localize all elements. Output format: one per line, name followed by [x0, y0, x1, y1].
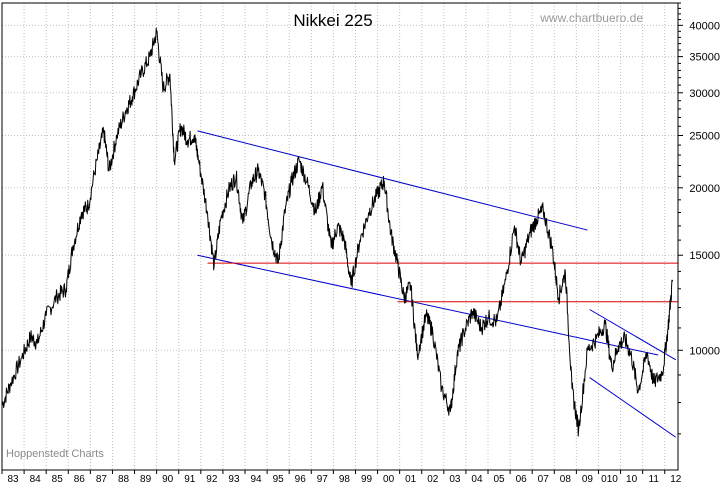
x-tick-label: 12 [670, 474, 682, 485]
x-tick-label: 11 [649, 474, 660, 485]
chart-title: Nikkei 225 [293, 11, 372, 30]
x-tick-label: 94 [250, 474, 262, 485]
x-tick-label: 00 [383, 474, 395, 485]
x-tick-label: 92 [206, 474, 218, 485]
x-tick-label: 90 [162, 474, 174, 485]
x-tick-label: 01 [405, 474, 417, 485]
y-tick-label: 30000 [689, 88, 720, 100]
y-tick-label: 15000 [689, 250, 720, 262]
x-tick-label: 95 [273, 474, 285, 485]
trend-line [197, 254, 659, 356]
y-tick-label: 25000 [689, 131, 720, 143]
y-tick-label: 20000 [689, 183, 720, 195]
y-tick-label: 35000 [689, 52, 720, 64]
watermark: www.chartbuero.de [539, 11, 643, 25]
x-tick-label: 04 [471, 474, 483, 485]
x-tick-label: 91 [184, 474, 196, 485]
reference-lines [197, 130, 678, 438]
x-tick-label: 10 [626, 474, 638, 485]
x-tick-label: 88 [118, 474, 130, 485]
x-tick-label: 96 [295, 474, 307, 485]
x-tick-label: 010 [601, 474, 618, 485]
plot-frame [1, 2, 679, 471]
source-note: Hoppenstedt Charts [6, 448, 104, 460]
price-line [1, 27, 673, 437]
x-tick-label: 89 [140, 474, 152, 485]
x-tick-label: 97 [317, 474, 329, 485]
x-tick-label: 07 [538, 474, 550, 485]
x-tick-label: 02 [427, 474, 439, 485]
trend-line [197, 130, 588, 231]
y-tick-label: 10000 [689, 345, 720, 357]
x-tick-label: 08 [560, 474, 572, 485]
x-tick-label: 98 [339, 474, 351, 485]
x-tick-label: 93 [228, 474, 240, 485]
x-tick-label: 03 [449, 474, 461, 485]
x-tick-label: 99 [361, 474, 373, 485]
trend-line [589, 377, 677, 438]
x-tick-label: 05 [493, 474, 505, 485]
x-tick-label: 09 [582, 474, 594, 485]
price-series [1, 27, 673, 437]
x-tick-label: 86 [74, 474, 86, 485]
trend-line [589, 309, 677, 361]
x-tick-label: 85 [52, 474, 64, 485]
x-tick-label: 06 [516, 474, 528, 485]
x-tick-label: 83 [7, 474, 19, 485]
x-tick-label: 84 [30, 474, 42, 485]
y-tick-label: 40000 [689, 20, 720, 32]
x-tick-label: 87 [96, 474, 108, 485]
